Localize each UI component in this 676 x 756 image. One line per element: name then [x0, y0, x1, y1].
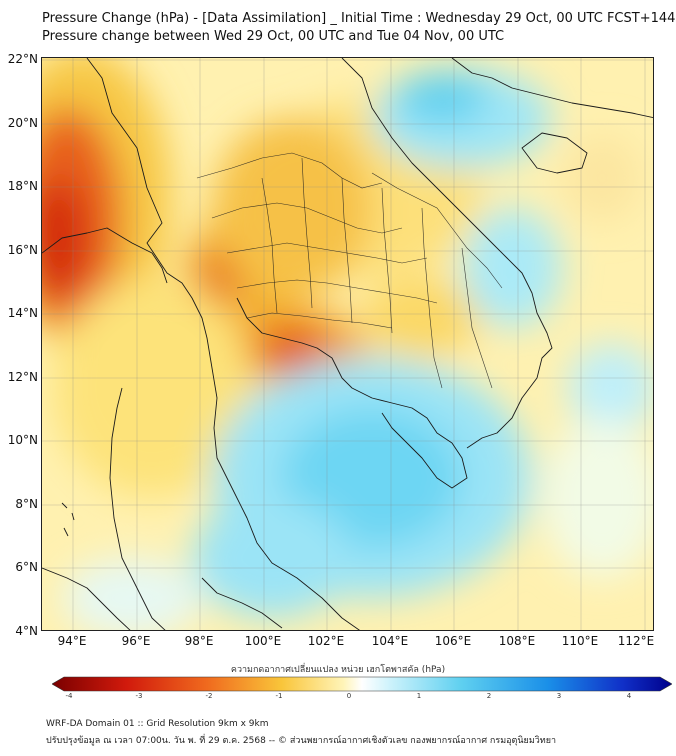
- coastlines: [42, 58, 653, 630]
- lat-label: 16°N: [7, 243, 38, 257]
- colorbar-tick: 0: [346, 692, 352, 700]
- lon-label: 108°E: [498, 634, 536, 648]
- lon-label: 112°E: [617, 634, 655, 648]
- lon-label: 94°E: [57, 634, 87, 648]
- lat-label: 18°N: [7, 179, 38, 193]
- colorbar-tick: 1: [416, 692, 422, 700]
- colorbar-tick: 3: [556, 692, 562, 700]
- colorbar-tick: -2: [205, 692, 213, 700]
- pressure-change-map: [41, 57, 654, 631]
- lat-label: 10°N: [7, 433, 38, 447]
- colorbar-tick: 2: [486, 692, 492, 700]
- lon-label: 106°E: [434, 634, 472, 648]
- graticule: [42, 58, 653, 630]
- lon-label: 96°E: [121, 634, 151, 648]
- colorbar-tick: -4: [65, 692, 73, 700]
- colorbar-tick: 4: [626, 692, 632, 700]
- lat-label: 20°N: [7, 116, 38, 130]
- map-canvas: [42, 58, 653, 630]
- lat-label: 8°N: [15, 497, 38, 511]
- lat-label: 6°N: [15, 560, 38, 574]
- colorbar-tick: -1: [275, 692, 283, 700]
- lat-label: 14°N: [7, 306, 38, 320]
- lat-label: 4°N: [15, 624, 38, 638]
- admin-boundaries: [196, 152, 503, 389]
- map-title: Pressure Change (hPa) - [Data Assimilati…: [42, 11, 676, 26]
- colorbar: [52, 676, 672, 692]
- colorbar-tick: -3: [135, 692, 143, 700]
- lon-label: 98°E: [184, 634, 214, 648]
- model-info: WRF-DA Domain 01 :: Grid Resolution 9km …: [46, 719, 269, 729]
- map-subtitle: Pressure change between Wed 29 Oct, 00 U…: [42, 29, 505, 44]
- lon-label: 102°E: [307, 634, 345, 648]
- lon-label: 104°E: [371, 634, 409, 648]
- pressure-field: [42, 58, 653, 630]
- update-credit: ปรับปรุงข้อมูล ณ เวลา 07:00น. วัน พ. ที่…: [46, 736, 557, 746]
- lon-label: 100°E: [244, 634, 282, 648]
- colorbar-title: ความกดอากาศเปลี่ยนแปลง หน่วย เฮกโตพาสคัล…: [230, 665, 446, 675]
- lat-label: 22°N: [7, 52, 38, 66]
- lat-label: 12°N: [7, 370, 38, 384]
- lon-label: 110°E: [561, 634, 599, 648]
